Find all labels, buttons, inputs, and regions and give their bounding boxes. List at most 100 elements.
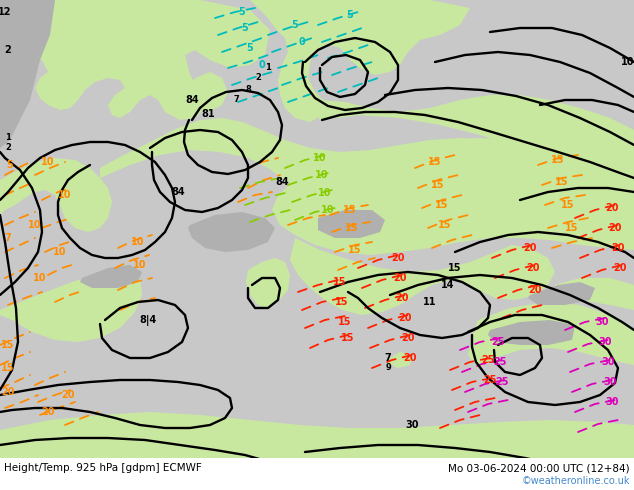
Text: 15: 15	[333, 277, 347, 287]
Text: 30: 30	[603, 377, 617, 387]
Text: 7: 7	[385, 353, 391, 363]
Polygon shape	[488, 320, 575, 345]
Text: 84: 84	[185, 95, 199, 105]
Polygon shape	[0, 270, 142, 342]
Text: 10: 10	[318, 188, 332, 198]
Text: 81: 81	[201, 109, 215, 119]
Text: 10: 10	[41, 157, 55, 167]
Polygon shape	[188, 212, 275, 252]
Text: 5: 5	[242, 23, 249, 33]
Text: 10: 10	[621, 57, 634, 67]
Text: 20: 20	[608, 223, 622, 233]
Text: 25: 25	[483, 375, 497, 385]
Text: 15: 15	[448, 263, 462, 273]
Text: 15: 15	[436, 200, 449, 210]
Text: 10: 10	[33, 273, 47, 283]
Text: 20: 20	[61, 390, 75, 400]
Text: 30: 30	[605, 397, 619, 407]
Text: 20: 20	[613, 263, 627, 273]
Text: 15: 15	[428, 157, 442, 167]
Polygon shape	[175, 90, 196, 112]
Text: 7: 7	[4, 233, 11, 243]
Text: 15: 15	[566, 223, 579, 233]
Text: 7: 7	[233, 96, 239, 104]
Text: 2: 2	[5, 144, 11, 152]
Text: 25: 25	[495, 377, 508, 387]
Text: 5: 5	[247, 43, 254, 53]
Text: 20: 20	[41, 407, 55, 417]
Polygon shape	[318, 210, 385, 238]
Text: 15: 15	[555, 177, 569, 187]
Text: 20: 20	[611, 243, 624, 253]
Polygon shape	[388, 352, 412, 368]
Text: 20: 20	[398, 313, 411, 323]
Text: 20: 20	[528, 285, 541, 295]
Text: 9: 9	[385, 364, 391, 372]
Text: 10: 10	[53, 247, 67, 257]
Text: 15: 15	[1, 363, 15, 373]
Text: 5: 5	[347, 10, 353, 20]
Text: 10: 10	[315, 170, 329, 180]
Text: 1: 1	[265, 64, 271, 73]
Text: 15: 15	[431, 180, 444, 190]
Bar	[0, 458, 634, 490]
Polygon shape	[80, 265, 142, 288]
Text: 15: 15	[438, 220, 452, 230]
Polygon shape	[528, 282, 595, 305]
Text: 8|4: 8|4	[139, 315, 157, 325]
Polygon shape	[100, 118, 634, 248]
Text: 15: 15	[341, 333, 355, 343]
Text: 2: 2	[255, 74, 261, 82]
Text: 20: 20	[605, 203, 619, 213]
Text: 30: 30	[601, 357, 615, 367]
Text: 30: 30	[595, 317, 609, 327]
Text: Mo 03-06-2024 00:00 UTC (12+84): Mo 03-06-2024 00:00 UTC (12+84)	[448, 463, 630, 473]
Text: 20: 20	[391, 253, 404, 263]
Polygon shape	[246, 258, 290, 308]
Text: 0: 0	[259, 60, 266, 70]
Text: 15: 15	[335, 297, 349, 307]
Text: 20: 20	[1, 387, 15, 397]
Text: 25: 25	[493, 357, 507, 367]
Text: 5: 5	[6, 160, 13, 170]
Text: 20: 20	[403, 353, 417, 363]
Text: 2: 2	[4, 45, 11, 55]
Text: 84: 84	[171, 187, 185, 197]
Text: 20: 20	[393, 273, 407, 283]
Polygon shape	[250, 0, 470, 122]
Text: 10: 10	[321, 205, 335, 215]
Text: 20: 20	[523, 243, 537, 253]
Text: 15: 15	[551, 155, 565, 165]
Polygon shape	[0, 158, 112, 232]
Text: 10: 10	[313, 153, 327, 163]
Text: 20: 20	[401, 333, 415, 343]
Text: 30: 30	[405, 420, 418, 430]
Text: 0: 0	[299, 37, 306, 47]
Text: 15: 15	[348, 245, 362, 255]
Text: 5: 5	[238, 7, 245, 17]
Text: ©weatheronline.co.uk: ©weatheronline.co.uk	[522, 476, 630, 486]
Text: 15: 15	[1, 340, 15, 350]
Text: Height/Temp. 925 hPa [gdpm] ECMWF: Height/Temp. 925 hPa [gdpm] ECMWF	[4, 463, 202, 473]
Polygon shape	[272, 138, 634, 255]
Text: 20: 20	[395, 293, 409, 303]
Text: 14: 14	[441, 280, 455, 290]
Polygon shape	[0, 0, 270, 120]
Text: 84: 84	[275, 177, 289, 187]
Text: 11: 11	[424, 297, 437, 307]
Text: 10: 10	[133, 260, 146, 270]
Polygon shape	[468, 302, 634, 368]
Text: 15: 15	[339, 317, 352, 327]
Text: 12: 12	[0, 7, 12, 17]
Text: 10: 10	[58, 190, 72, 200]
Text: 15: 15	[343, 205, 357, 215]
Polygon shape	[190, 72, 228, 112]
Text: 25: 25	[491, 337, 505, 347]
Text: 15: 15	[346, 223, 359, 233]
Text: 15: 15	[561, 200, 575, 210]
Text: 1: 1	[5, 133, 11, 143]
Polygon shape	[310, 95, 634, 185]
Polygon shape	[294, 102, 312, 118]
Polygon shape	[0, 0, 55, 148]
Text: 5: 5	[292, 20, 299, 30]
